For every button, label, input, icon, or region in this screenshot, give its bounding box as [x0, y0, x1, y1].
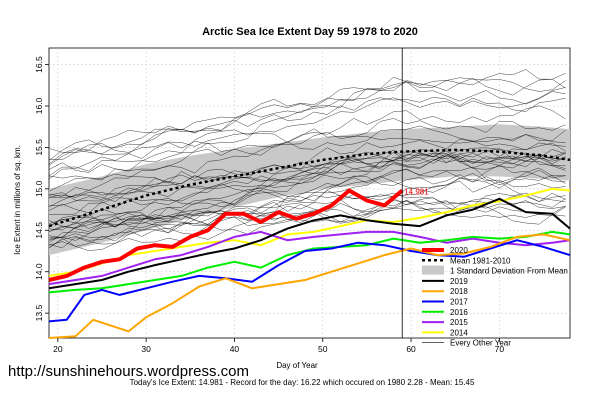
year-line [48, 125, 566, 173]
legend-entry: 1 Standard Deviation From Mean [422, 265, 568, 276]
year-line [48, 166, 566, 241]
year-line [48, 180, 566, 232]
year-line [48, 77, 566, 165]
legend-label: 2016 [450, 308, 468, 317]
y-tick-label: 16.0 [34, 97, 44, 114]
year-line [48, 194, 566, 247]
legend-label: Mean 1981-2010 [450, 256, 511, 265]
year-line [48, 78, 566, 153]
legend-entry: Mean 1981-2010 [422, 256, 511, 265]
y-tick-label: 15.5 [34, 139, 44, 156]
legend-swatch [422, 265, 444, 275]
source-url: http://sunshinehours.wordpress.com [8, 363, 249, 380]
year-line [48, 147, 566, 244]
legend-entry: Every Other Year [422, 339, 511, 348]
series-line-2019 [48, 197, 571, 290]
y-axis-label: Ice Extent in millions of sq. km. [13, 145, 22, 255]
year-line [48, 192, 566, 238]
y-axis-ticks: 13.5 14.0 14.5 15.0 15.5 16.0 16.5 [34, 56, 49, 321]
year-line [48, 105, 566, 181]
legend-entry: 2017 [422, 298, 468, 307]
mean-1981-2010-line [48, 148, 571, 228]
year-line [48, 81, 566, 180]
legend-label: 2018 [450, 287, 468, 296]
every-other-year-lines [48, 69, 566, 251]
y-tick-label: 14.0 [34, 263, 44, 280]
year-line [48, 175, 566, 232]
x-tick-label: 30 [141, 344, 151, 354]
legend-label: 1 Standard Deviation From Mean [450, 267, 568, 276]
year-line [48, 152, 566, 214]
series-line-2017 [48, 239, 571, 323]
year-line [48, 69, 566, 166]
footer-stats: Today's Ice Extent: 14.981 - Record for … [130, 378, 475, 387]
y-tick-label: 16.5 [34, 56, 44, 73]
legend-entry: 2015 [422, 318, 468, 327]
legend-entry: 2014 [422, 328, 468, 337]
x-tick-label: 50 [318, 344, 328, 354]
legend-label: 2015 [450, 318, 468, 327]
year-line [48, 164, 566, 248]
x-axis-ticks: 20 30 40 50 60 70 [53, 338, 504, 354]
year-line [48, 148, 566, 202]
year-line [48, 192, 566, 240]
x-tick-label: 60 [406, 344, 416, 354]
year-line [48, 87, 566, 176]
legend-label: 2020 [450, 246, 468, 255]
legend-entry: 2019 [422, 277, 468, 286]
y-tick-label: 14.5 [34, 222, 44, 239]
series-line-2018 [48, 233, 571, 339]
x-axis-label: Day of Year [276, 361, 318, 370]
series-line-2020 [48, 188, 404, 282]
chart-title: Arctic Sea Ice Extent Day 59 1978 to 202… [202, 26, 418, 38]
legend-entry: 2018 [422, 287, 468, 296]
legend-label: 2014 [450, 328, 468, 337]
year-line [48, 152, 566, 232]
x-tick-label: 70 [495, 344, 505, 354]
mean-line [48, 148, 571, 228]
year-line [48, 150, 566, 197]
series-lines [48, 187, 571, 339]
y-tick-label: 13.5 [34, 305, 44, 322]
series-line-2016 [48, 230, 571, 294]
year-line [48, 128, 566, 161]
legend-label: Every Other Year [450, 339, 511, 348]
legend-label: 2017 [450, 298, 468, 307]
x-tick-label: 20 [53, 344, 63, 354]
year-line [48, 118, 566, 199]
x-tick-label: 40 [230, 344, 240, 354]
current-value-label: 14.981 [404, 188, 429, 197]
series-line-2015 [48, 230, 571, 286]
year-line [48, 149, 566, 192]
year-line [48, 96, 566, 161]
legend-entry: 2020 [422, 246, 468, 255]
year-line [48, 150, 566, 208]
year-line [48, 153, 566, 228]
legend-label: 2019 [450, 277, 468, 286]
year-line [48, 169, 566, 231]
legend-entry: 2016 [422, 308, 468, 317]
y-tick-label: 15.0 [34, 180, 44, 197]
